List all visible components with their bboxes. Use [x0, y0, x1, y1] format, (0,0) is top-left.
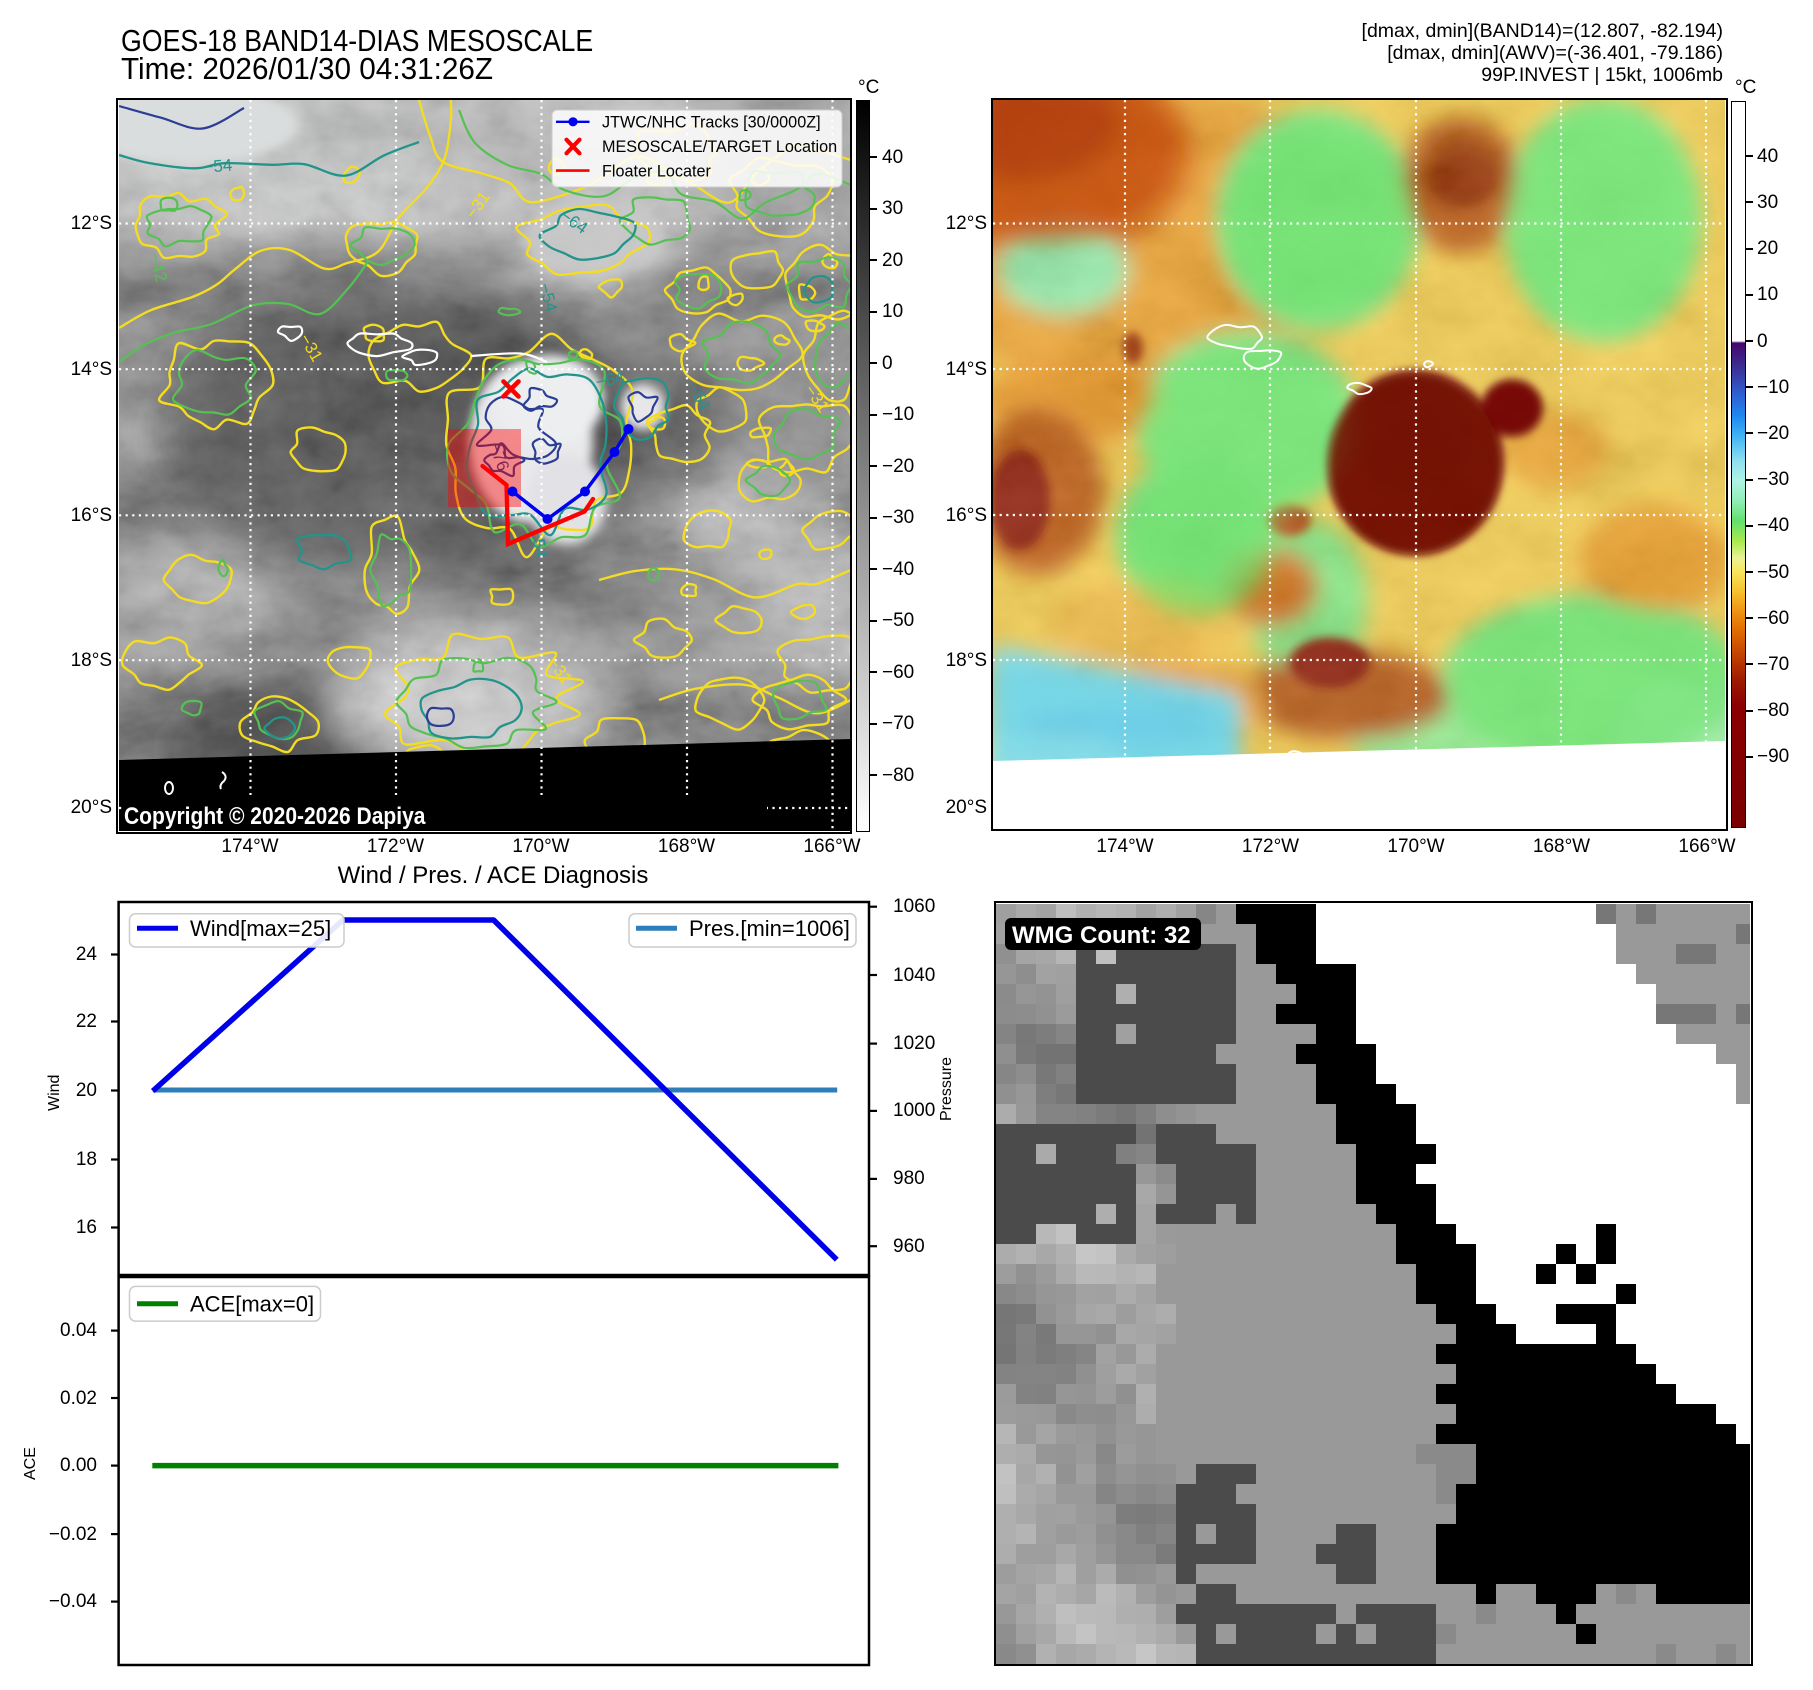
svg-text:JTWC/NHC Tracks [30/0000Z]: JTWC/NHC Tracks [30/0000Z]: [602, 114, 821, 132]
svg-text:ACE[max=0]: ACE[max=0]: [190, 1292, 314, 1317]
svg-text:Floater Locater: Floater Locater: [602, 163, 711, 181]
svg-text:Wind[max=25]: Wind[max=25]: [190, 916, 331, 941]
svg-text:MESOSCALE/TARGET Location: MESOSCALE/TARGET Location: [602, 138, 837, 156]
svg-text:WMG Count: 32: WMG Count: 32: [1012, 922, 1191, 949]
svg-text:Pres.[min=1006]: Pres.[min=1006]: [689, 916, 850, 941]
svg-text:−54: −54: [202, 156, 232, 177]
